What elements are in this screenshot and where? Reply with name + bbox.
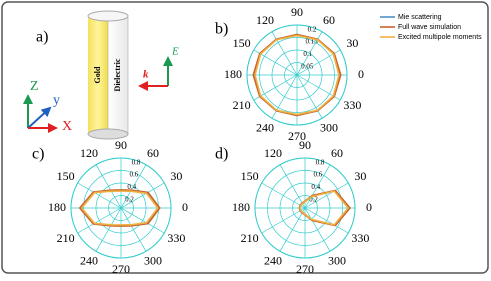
- panel-label: b): [215, 21, 228, 38]
- z-label: Z: [30, 79, 39, 94]
- cylinder-top: [87, 10, 129, 22]
- theta-tick-label: 330: [167, 231, 185, 245]
- legend-label: Mie scattering: [398, 14, 442, 21]
- k-label: k: [143, 69, 149, 81]
- r-tick-label: 0.2: [125, 195, 134, 203]
- theta-tick-label: 300: [328, 253, 346, 267]
- series-line: [80, 190, 159, 226]
- theta-tick-label: 270: [296, 262, 314, 276]
- grid-spoke: [120, 207, 147, 252]
- series-line: [78, 189, 161, 227]
- theta-tick-label: 150: [233, 36, 251, 50]
- grid-spoke: [120, 182, 165, 209]
- r-tick-label: 0.2: [308, 25, 317, 33]
- theta-tick-label: 210: [57, 231, 75, 245]
- theta-tick-label: 0: [366, 200, 372, 214]
- theta-tick-label: 330: [351, 231, 369, 245]
- theta-tick-label: 240: [264, 253, 282, 267]
- grid-spoke: [279, 207, 306, 252]
- cylinder-bottom: [87, 128, 129, 140]
- r-tick-label: 0.15: [306, 38, 319, 46]
- r-tick-label: 0.4: [311, 183, 320, 191]
- y-axis: [27, 106, 52, 129]
- grid-spoke: [120, 207, 165, 234]
- theta-tick-label: 30: [170, 169, 182, 183]
- gold-label: Gold: [93, 66, 102, 83]
- theta-tick-label: 60: [331, 146, 343, 160]
- theta-tick-label: 270: [288, 129, 306, 143]
- theta-tick-label: 90: [291, 5, 303, 19]
- theta-tick-label: 330: [343, 98, 361, 112]
- theta-tick-label: 270: [112, 262, 130, 276]
- theta-tick-label: 150: [57, 169, 75, 183]
- panel-label: a): [36, 29, 48, 46]
- x-label: X: [62, 119, 72, 134]
- r-tick-label: 0.4: [127, 183, 136, 191]
- theta-tick-label: 210: [241, 231, 259, 245]
- theta-tick-label: 150: [241, 169, 259, 183]
- grid-spoke: [304, 207, 331, 252]
- theta-tick-label: 120: [256, 13, 274, 27]
- dielectric-label: Dielectric: [113, 58, 122, 91]
- grid-spoke: [261, 182, 306, 209]
- r-tick-label: 0.6: [314, 171, 323, 179]
- grid-spoke: [77, 182, 122, 209]
- diagram: a) Gold Dielectric Z y X E k: [23, 10, 179, 140]
- theta-tick-label: 60: [147, 146, 159, 160]
- theta-tick-label: 90: [115, 138, 127, 152]
- theta-tick-label: 180: [48, 200, 66, 214]
- r-tick-label: 0.8: [316, 158, 325, 166]
- theta-tick-label: 210: [233, 98, 251, 112]
- e-label: E: [171, 46, 179, 58]
- grid-spoke: [304, 207, 349, 234]
- panel-label: c): [32, 146, 44, 163]
- r-tick-label: 0.6: [130, 171, 139, 179]
- theta-tick-label: 60: [323, 13, 335, 27]
- grid-spoke: [95, 207, 122, 252]
- theta-tick-label: 300: [144, 253, 162, 267]
- series-line: [299, 190, 350, 226]
- theta-tick-label: 0: [358, 67, 364, 81]
- r-tick-label: 0.1: [303, 50, 312, 58]
- legend-label: Excited multipole moments: [398, 34, 482, 41]
- theta-tick-label: 240: [256, 120, 274, 134]
- legend-label: Full wave simulation: [398, 24, 461, 31]
- panel-label: d): [215, 146, 228, 163]
- theta-tick-label: 120: [80, 146, 98, 160]
- theta-tick-label: 180: [232, 200, 250, 214]
- grid-spoke: [77, 207, 122, 234]
- r-tick-label: 0.2: [309, 195, 318, 203]
- grid-spoke: [261, 207, 306, 234]
- theta-tick-label: 120: [264, 146, 282, 160]
- grid-spoke: [304, 182, 349, 209]
- grid-spoke: [120, 164, 147, 209]
- r-tick-label: 0.8: [132, 158, 141, 166]
- theta-tick-label: 300: [320, 120, 338, 134]
- gold-shell: [88, 16, 108, 134]
- r-tick-label: 0.05: [301, 62, 314, 70]
- grid-spoke: [279, 164, 306, 209]
- theta-tick-label: 30: [346, 36, 358, 50]
- theta-tick-label: 240: [80, 253, 98, 267]
- grid-spoke: [304, 164, 331, 209]
- grid-spoke: [95, 164, 122, 209]
- theta-tick-label: 90: [299, 138, 311, 152]
- y-label: y: [53, 93, 60, 108]
- theta-tick-label: 0: [182, 200, 188, 214]
- theta-tick-label: 30: [354, 169, 366, 183]
- theta-tick-label: 180: [224, 67, 242, 81]
- series-line: [254, 34, 340, 116]
